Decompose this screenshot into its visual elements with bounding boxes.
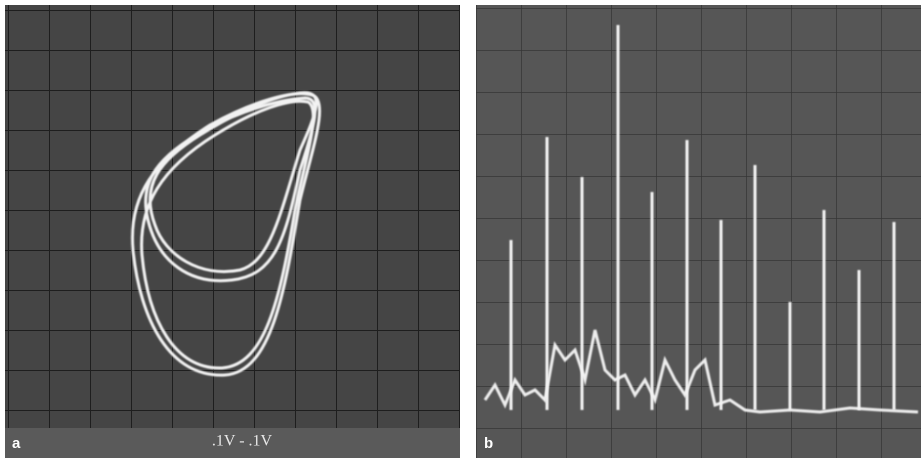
panel-label: b: [484, 435, 493, 452]
noise-floor: [483, 329, 919, 414]
caption-strip: [5, 428, 460, 458]
panel-label: a: [12, 435, 21, 452]
caption: .1V - .1V: [212, 433, 273, 450]
spectral-lines: [509, 25, 896, 410]
lissajous-trace: [130, 91, 322, 377]
graticule: [476, 5, 921, 458]
graticule: [5, 5, 460, 430]
panel-b: b: [476, 5, 921, 458]
panel-a: a .1V - .1V: [5, 5, 460, 458]
